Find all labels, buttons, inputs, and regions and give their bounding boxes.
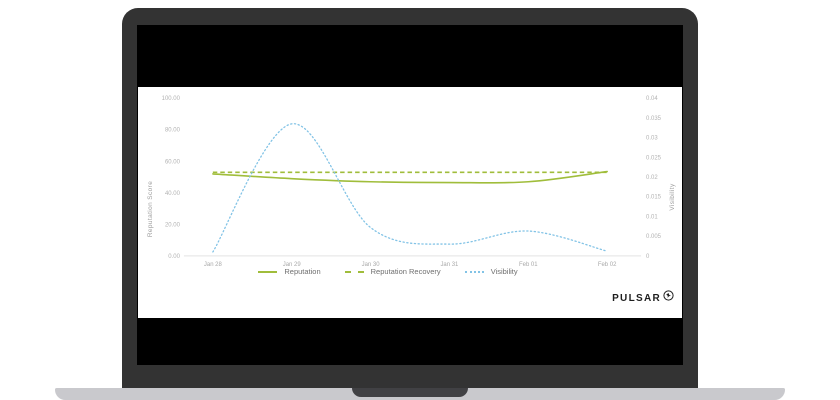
left-axis-tick: 0.00 bbox=[168, 254, 180, 260]
left-axis-title: Reputation Score bbox=[147, 181, 154, 237]
laptop-frame: Reputation Score Visibility 100.00 80.00 6… bbox=[122, 8, 698, 388]
right-axis-tick: 0.005 bbox=[646, 234, 662, 240]
line-chart: Reputation Score Visibility 100.00 80.00 6… bbox=[147, 96, 676, 268]
x-axis-label: Feb 01 bbox=[519, 262, 538, 268]
x-axis-label: Jan 29 bbox=[283, 262, 302, 268]
legend-label: Reputation Recovery bbox=[370, 267, 441, 276]
x-axis-label: Jan 31 bbox=[440, 262, 459, 268]
visibility-line bbox=[212, 123, 608, 253]
pulsar-logo-text: PULSAR bbox=[612, 293, 661, 304]
reputation-line bbox=[212, 170, 608, 184]
x-axis-labels: Jan 28 Jan 29 Jan 30 Jan 31 Feb 01 Feb 02 bbox=[204, 262, 617, 268]
right-axis-tick: 0.015 bbox=[646, 195, 662, 201]
left-axis-tick: 20.00 bbox=[165, 222, 181, 228]
pulsar-logo: PULSAR bbox=[612, 290, 674, 306]
laptop-hinge-notch bbox=[352, 388, 468, 397]
right-axis-tick: 0.03 bbox=[646, 136, 658, 142]
right-axis-tick: 0.04 bbox=[646, 96, 658, 102]
visibility-line-sample bbox=[464, 270, 484, 273]
right-axis-title: Visibility bbox=[669, 183, 676, 211]
laptop-screen: Reputation Score Visibility 100.00 80.00 6… bbox=[137, 25, 683, 365]
reputation-line-sample bbox=[258, 270, 278, 273]
x-axis-label: Jan 30 bbox=[362, 262, 381, 268]
legend-item-reputation: Reputation bbox=[258, 267, 321, 276]
left-axis-tick: 40.00 bbox=[165, 191, 181, 197]
right-axis-tick: 0.02 bbox=[646, 175, 658, 181]
right-axis-ticks: 0.04 0.035 0.03 0.025 0.02 0.015 0.01 0.005 0 bbox=[646, 96, 662, 260]
chart-panel: Reputation Score Visibility 100.00 80.00 6… bbox=[138, 87, 682, 318]
legend-item-visibility: Visibility bbox=[464, 267, 518, 276]
right-axis-tick: 0 bbox=[646, 254, 650, 260]
left-axis-tick: 100.00 bbox=[162, 96, 181, 102]
legend-item-reputation-recovery: Reputation Recovery bbox=[344, 267, 441, 276]
left-axis-tick: 80.00 bbox=[165, 128, 181, 134]
right-axis-tick: 0.035 bbox=[646, 116, 662, 122]
legend-label: Reputation bbox=[284, 267, 321, 276]
chart-legend: Reputation Reputation Recovery Visibilit… bbox=[138, 267, 682, 276]
legend-label: Visibility bbox=[490, 267, 518, 276]
left-axis-ticks: 100.00 80.00 60.00 40.00 20.00 0.00 bbox=[162, 96, 181, 260]
pulsar-circle-icon bbox=[663, 290, 674, 301]
reputation-recovery-line-sample bbox=[344, 270, 364, 273]
left-axis-tick: 60.00 bbox=[165, 159, 181, 165]
right-axis-tick: 0.025 bbox=[646, 155, 662, 161]
x-axis-label: Jan 28 bbox=[204, 262, 223, 268]
right-axis-tick: 0.01 bbox=[646, 214, 658, 220]
x-axis-label: Feb 02 bbox=[598, 262, 617, 268]
